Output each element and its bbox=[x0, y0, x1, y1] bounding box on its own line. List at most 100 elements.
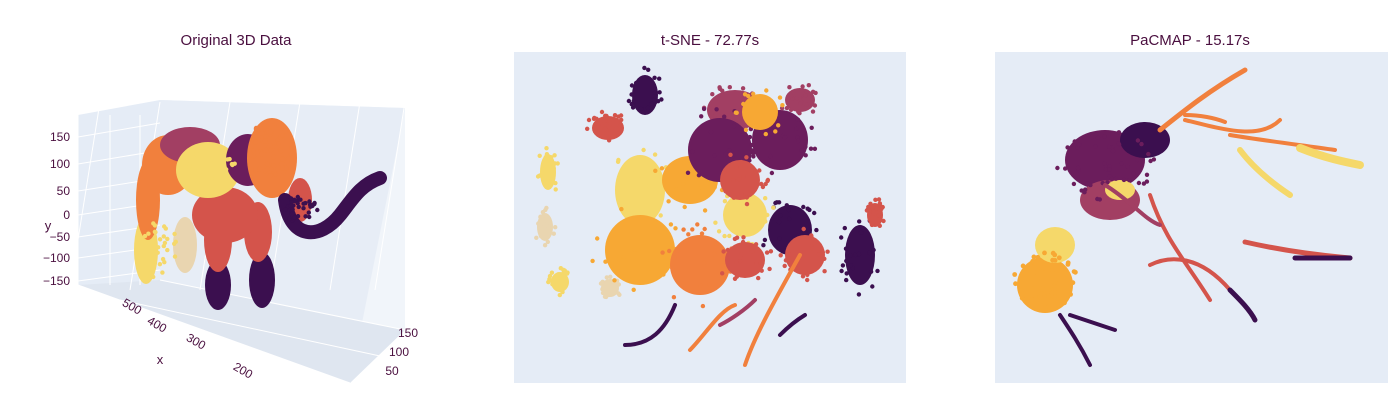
data-point bbox=[875, 268, 880, 274]
data-point bbox=[290, 207, 295, 212]
data-point bbox=[1046, 293, 1051, 299]
data-point bbox=[646, 67, 651, 73]
data-point bbox=[858, 230, 864, 235]
data-point bbox=[632, 247, 637, 252]
point-cluster bbox=[725, 242, 765, 278]
data-point bbox=[534, 235, 539, 240]
data-point bbox=[654, 263, 660, 268]
data-point bbox=[271, 163, 277, 169]
data-point bbox=[1107, 167, 1112, 172]
panel-tsne: t-SNE - 72.77s bbox=[514, 32, 906, 383]
x-axis-label: x bbox=[157, 352, 164, 367]
data-point bbox=[699, 114, 704, 119]
data-point bbox=[871, 211, 877, 216]
data-point bbox=[543, 154, 549, 160]
data-point bbox=[648, 212, 654, 217]
data-point bbox=[538, 214, 543, 220]
data-point bbox=[728, 152, 733, 157]
data-point bbox=[844, 258, 849, 264]
data-point bbox=[731, 178, 736, 183]
point-cluster bbox=[173, 217, 197, 273]
data-point bbox=[161, 243, 166, 249]
data-point bbox=[213, 171, 219, 176]
data-point bbox=[806, 83, 811, 88]
data-point bbox=[801, 204, 806, 210]
data-point bbox=[713, 112, 718, 118]
data-point bbox=[282, 128, 288, 134]
data-point bbox=[754, 260, 759, 266]
data-point bbox=[776, 123, 781, 128]
data-point bbox=[149, 269, 154, 275]
data-point bbox=[744, 108, 750, 114]
data-point bbox=[1116, 141, 1121, 146]
data-point bbox=[751, 154, 756, 159]
data-point bbox=[840, 263, 846, 268]
data-point bbox=[763, 219, 768, 224]
data-point bbox=[208, 190, 213, 196]
data-point bbox=[810, 109, 816, 114]
data-point bbox=[629, 234, 634, 239]
data-point bbox=[209, 179, 214, 184]
data-point bbox=[641, 241, 646, 247]
data-point bbox=[803, 144, 808, 149]
data-point bbox=[675, 248, 680, 253]
data-point bbox=[1054, 296, 1059, 302]
x-tick: 300 bbox=[184, 330, 209, 352]
data-point bbox=[660, 250, 665, 255]
y-axis-label: y bbox=[45, 218, 52, 233]
data-point bbox=[619, 206, 624, 212]
data-point bbox=[1119, 161, 1124, 166]
grid-line bbox=[374, 101, 406, 291]
data-point bbox=[732, 200, 737, 205]
data-point bbox=[607, 118, 612, 124]
data-point bbox=[612, 113, 618, 118]
data-point bbox=[1031, 254, 1037, 260]
data-point bbox=[844, 277, 849, 283]
point-cluster bbox=[1035, 227, 1075, 263]
data-point bbox=[303, 200, 308, 206]
data-point bbox=[190, 152, 195, 157]
data-point bbox=[812, 146, 818, 151]
y-tick: 0 bbox=[63, 208, 70, 222]
data-point bbox=[784, 203, 789, 208]
floor bbox=[78, 280, 405, 383]
data-point bbox=[612, 278, 617, 283]
data-point bbox=[259, 131, 265, 136]
data-point bbox=[1144, 179, 1150, 184]
data-point bbox=[672, 191, 678, 196]
data-point bbox=[560, 289, 565, 295]
data-point bbox=[545, 214, 550, 219]
data-point bbox=[759, 263, 764, 268]
data-point bbox=[712, 153, 717, 158]
data-point bbox=[600, 279, 605, 285]
x-tick: 200 bbox=[231, 359, 256, 381]
data-point bbox=[629, 83, 635, 88]
data-point bbox=[668, 222, 674, 227]
point-trail bbox=[718, 298, 757, 327]
data-point bbox=[774, 200, 780, 205]
data-point bbox=[535, 174, 541, 179]
data-point bbox=[787, 216, 792, 222]
data-point bbox=[782, 135, 788, 140]
data-point bbox=[671, 295, 677, 300]
data-point bbox=[621, 254, 626, 260]
data-point bbox=[548, 161, 554, 166]
data-point bbox=[184, 153, 189, 158]
data-point bbox=[808, 146, 814, 151]
data-point bbox=[630, 157, 635, 163]
data-point bbox=[706, 186, 712, 192]
data-point bbox=[857, 219, 862, 224]
data-point bbox=[211, 185, 216, 191]
data-point bbox=[652, 90, 658, 95]
data-point bbox=[638, 183, 644, 188]
data-point bbox=[778, 253, 783, 258]
data-point bbox=[707, 282, 712, 288]
data-point bbox=[229, 161, 235, 167]
data-point bbox=[599, 109, 605, 115]
data-point bbox=[1127, 178, 1132, 183]
point-trail bbox=[1227, 287, 1258, 323]
data-point bbox=[610, 125, 615, 131]
data-point bbox=[1051, 283, 1057, 289]
data-point bbox=[659, 97, 664, 102]
data-point bbox=[1097, 197, 1103, 202]
